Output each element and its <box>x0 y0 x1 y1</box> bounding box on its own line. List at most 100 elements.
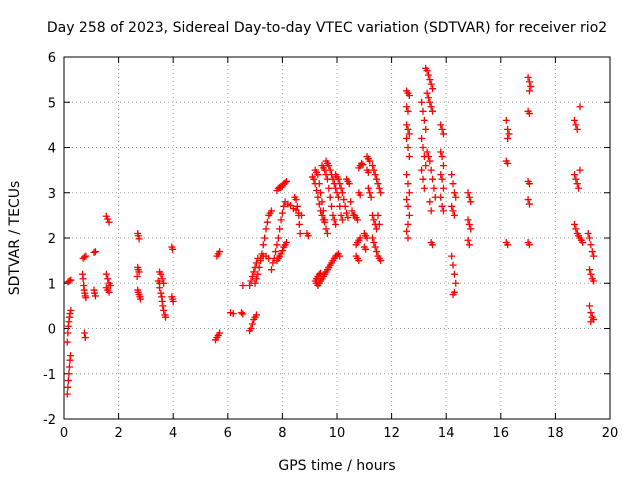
data-point <box>304 232 312 240</box>
data-point <box>449 207 457 215</box>
data-point <box>135 268 143 276</box>
data-point <box>584 229 592 237</box>
y-tick-label: -2 <box>43 413 56 428</box>
data-point <box>373 248 381 256</box>
data-point <box>418 134 426 142</box>
data-point <box>91 248 99 256</box>
y-tick-label: 2 <box>48 232 56 247</box>
data-point <box>368 234 376 242</box>
data-point <box>448 252 456 260</box>
data-point <box>247 277 255 285</box>
data-point <box>295 211 303 219</box>
data-point <box>527 82 535 90</box>
data-point <box>420 116 428 124</box>
data-point <box>82 294 90 302</box>
grid-lines <box>64 57 610 419</box>
data-point <box>79 275 87 283</box>
data-point <box>505 130 513 138</box>
data-point <box>337 184 345 192</box>
data-point <box>424 71 432 79</box>
data-point <box>347 198 355 206</box>
data-point <box>257 257 265 265</box>
data-point <box>587 241 595 249</box>
data-point <box>429 175 437 183</box>
data-point <box>254 270 262 278</box>
data-point <box>448 171 456 179</box>
data-point <box>586 234 594 242</box>
data-point <box>404 125 412 133</box>
data-point <box>366 157 374 165</box>
data-point <box>338 216 346 224</box>
data-point <box>579 239 587 247</box>
data-point <box>429 241 437 249</box>
data-point <box>325 184 333 192</box>
data-point <box>467 198 475 206</box>
data-point <box>405 211 413 219</box>
data-point <box>91 292 99 300</box>
data-point <box>321 216 329 224</box>
data-point <box>318 198 326 206</box>
data-point <box>370 216 378 224</box>
data-point <box>362 245 370 253</box>
data-point <box>525 241 533 249</box>
data-point <box>356 191 364 199</box>
data-point <box>169 297 177 305</box>
data-point <box>573 125 581 133</box>
x-tick-label: 12 <box>383 426 400 441</box>
data-point <box>105 288 113 296</box>
data-point <box>465 220 473 228</box>
data-point <box>216 329 224 337</box>
data-point <box>464 216 472 224</box>
data-point <box>525 87 533 95</box>
data-point <box>337 211 345 219</box>
x-tick-label: 16 <box>493 426 510 441</box>
data-point <box>373 225 381 233</box>
data-point <box>427 207 435 215</box>
data-point <box>239 310 247 318</box>
data-point <box>319 207 327 215</box>
data-point <box>328 202 336 210</box>
data-point <box>571 116 579 124</box>
data-points <box>63 64 598 398</box>
data-point <box>336 252 344 260</box>
data-point <box>340 196 348 204</box>
x-tick-label: 10 <box>329 426 346 441</box>
data-point <box>63 390 71 398</box>
data-point <box>439 184 447 192</box>
data-point <box>67 276 75 284</box>
data-point <box>418 166 426 174</box>
data-point <box>405 91 413 99</box>
data-point <box>105 218 113 226</box>
data-point <box>422 162 430 170</box>
data-point <box>355 257 363 265</box>
data-point <box>272 248 280 256</box>
data-point <box>375 184 383 192</box>
data-point <box>278 247 286 255</box>
data-point <box>134 232 142 240</box>
data-point <box>438 202 446 210</box>
data-point <box>104 275 112 283</box>
data-point <box>525 110 533 118</box>
data-point <box>159 302 167 310</box>
data-point <box>281 179 289 187</box>
data-point <box>63 338 71 346</box>
y-axis-label: SDTVAR / TECUs <box>7 181 23 296</box>
data-point <box>252 259 260 267</box>
data-point <box>277 250 285 258</box>
data-point <box>258 250 266 258</box>
data-point <box>464 236 472 244</box>
data-point <box>427 80 435 88</box>
data-point <box>156 279 164 287</box>
data-point <box>237 309 245 317</box>
data-point <box>403 134 411 142</box>
data-point <box>252 275 260 283</box>
data-point <box>590 277 598 285</box>
data-point <box>405 189 413 197</box>
data-point <box>296 229 304 237</box>
data-point <box>341 202 349 210</box>
data-point <box>403 171 411 179</box>
data-point <box>81 334 89 342</box>
data-point <box>216 248 224 256</box>
data-point <box>66 310 74 318</box>
data-point <box>313 186 321 194</box>
